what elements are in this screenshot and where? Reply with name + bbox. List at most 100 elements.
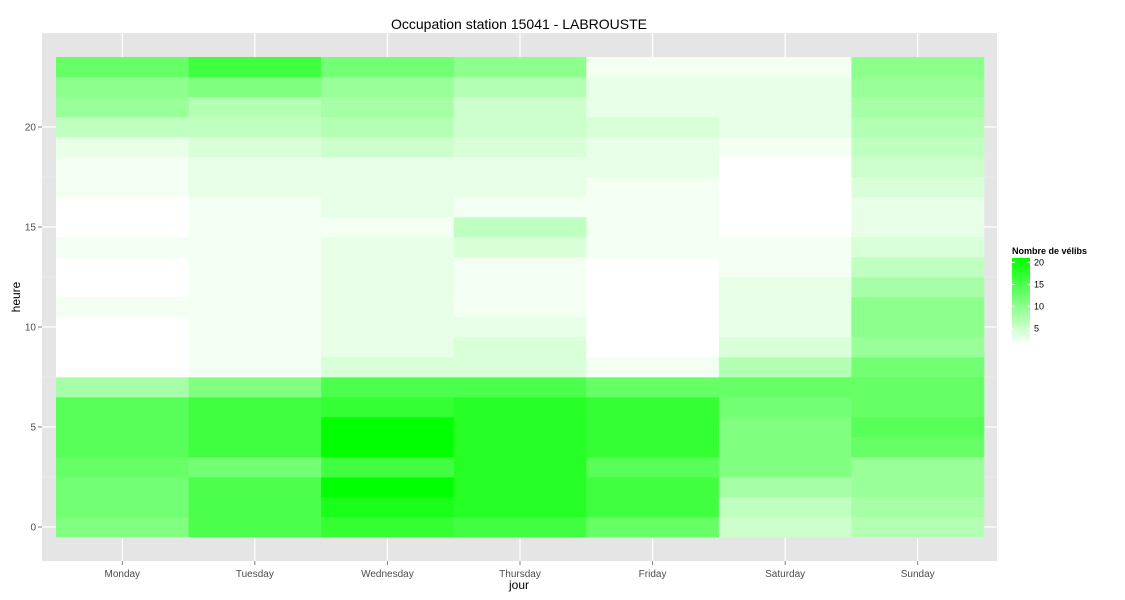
heatmap-tile [586, 497, 720, 518]
heatmap-tile [321, 377, 455, 398]
heatmap-tile [56, 257, 189, 278]
heatmap-tile [851, 197, 985, 218]
heatmap-tile [453, 237, 587, 258]
heatmap-tile [56, 517, 189, 538]
heatmap-tile [56, 477, 189, 498]
heatmap-tile [56, 377, 189, 398]
x-axis-title: jour [508, 578, 529, 592]
legend-tick-label: 15 [1034, 279, 1044, 289]
heatmap-tile [188, 317, 322, 338]
heatmap-tile [321, 97, 455, 118]
heatmap-tile [851, 237, 985, 258]
heatmap-tile [321, 77, 455, 98]
heatmap-tile [586, 177, 720, 198]
heatmap-tile [56, 437, 189, 458]
heatmap-tile [851, 377, 985, 398]
heatmap-tile [851, 77, 985, 98]
heatmap-tile [453, 477, 587, 498]
heatmap-tile [453, 397, 587, 418]
heatmap-tile [188, 177, 322, 198]
heatmap-tile [188, 457, 322, 478]
heatmap-tile [321, 137, 455, 158]
heatmap-tile [586, 237, 720, 258]
heatmap-tile [188, 97, 322, 118]
heatmap-tile [56, 457, 189, 478]
heatmap-tile [321, 257, 455, 278]
heatmap-tile [453, 197, 587, 218]
heatmap-tile [321, 457, 455, 478]
heatmap-tile [851, 217, 985, 238]
heatmap-tile [851, 497, 985, 518]
heatmap-tile [851, 457, 985, 478]
heatmap-tile [718, 97, 852, 118]
y-axis-title: heure [9, 281, 23, 312]
heatmap-tile [56, 237, 189, 258]
heatmap-tile [321, 397, 455, 418]
heatmap-tile [188, 517, 322, 538]
heatmap-tile [188, 157, 322, 178]
heatmap-tile [851, 97, 985, 118]
heatmap-tile [851, 297, 985, 318]
heatmap-tile [718, 297, 852, 318]
heatmap-tile [56, 57, 189, 78]
heatmap-tile [718, 517, 852, 538]
heatmap-tile [321, 517, 455, 538]
heatmap-tile [718, 437, 852, 458]
heatmap-tile [453, 357, 587, 378]
heatmap-tile [718, 197, 852, 218]
heatmap-tile [56, 337, 189, 358]
heatmap-tile [56, 217, 189, 238]
heatmap-tile [586, 97, 720, 118]
heatmap-tile [453, 437, 587, 458]
x-tick-label: Thursday [499, 569, 541, 580]
heatmap-tile [586, 517, 720, 538]
heatmap-tile [718, 237, 852, 258]
y-tick-label: 0 [30, 523, 36, 534]
heatmap-tile [851, 117, 985, 138]
y-tick-label: 20 [25, 123, 37, 134]
heatmap-tile [188, 257, 322, 278]
heatmap-tile [453, 517, 587, 538]
heatmap-tile [851, 357, 985, 378]
heatmap-tile [586, 297, 720, 318]
heatmap-tile [453, 457, 587, 478]
heatmap-tile [851, 157, 985, 178]
heatmap-tile [321, 297, 455, 318]
heatmap-tile [586, 117, 720, 138]
heatmap-tile [851, 417, 985, 438]
heatmap-tile [56, 177, 189, 198]
heatmap-tile [321, 477, 455, 498]
heatmap-tile [453, 77, 587, 98]
heatmap-tile [56, 417, 189, 438]
heatmap-tile [188, 117, 322, 138]
heatmap-tile [453, 157, 587, 178]
heatmap-tile [321, 357, 455, 378]
heatmap-tile [188, 237, 322, 258]
legend-color-bar [1012, 258, 1030, 346]
heatmap-tile [56, 397, 189, 418]
heatmap-tile [188, 477, 322, 498]
x-tick-label: Tuesday [236, 569, 274, 580]
heatmap-tile [586, 77, 720, 98]
heatmap-tile [586, 357, 720, 378]
heatmap-tile [851, 57, 985, 78]
heatmap-tile [586, 477, 720, 498]
heatmap-tile [56, 297, 189, 318]
x-tick-label: Sunday [901, 569, 935, 580]
heatmap-tile [718, 397, 852, 418]
heatmap-tile [453, 257, 587, 278]
heatmap-tile [188, 197, 322, 218]
heatmap-tile [718, 457, 852, 478]
heatmap-tile [718, 497, 852, 518]
axes: Monday Tuesday Wednesday Thursday Friday Satu… [25, 123, 935, 581]
heatmap-tile [321, 197, 455, 218]
heatmap-tile [56, 277, 189, 298]
heatmap-tile [321, 157, 455, 178]
heatmap-tile [718, 417, 852, 438]
heatmap-tile [851, 437, 985, 458]
heatmap-tile [586, 317, 720, 338]
heatmap-tile [718, 317, 852, 338]
legend-tick-label: 20 [1034, 257, 1044, 267]
heatmap-tile [453, 297, 587, 318]
